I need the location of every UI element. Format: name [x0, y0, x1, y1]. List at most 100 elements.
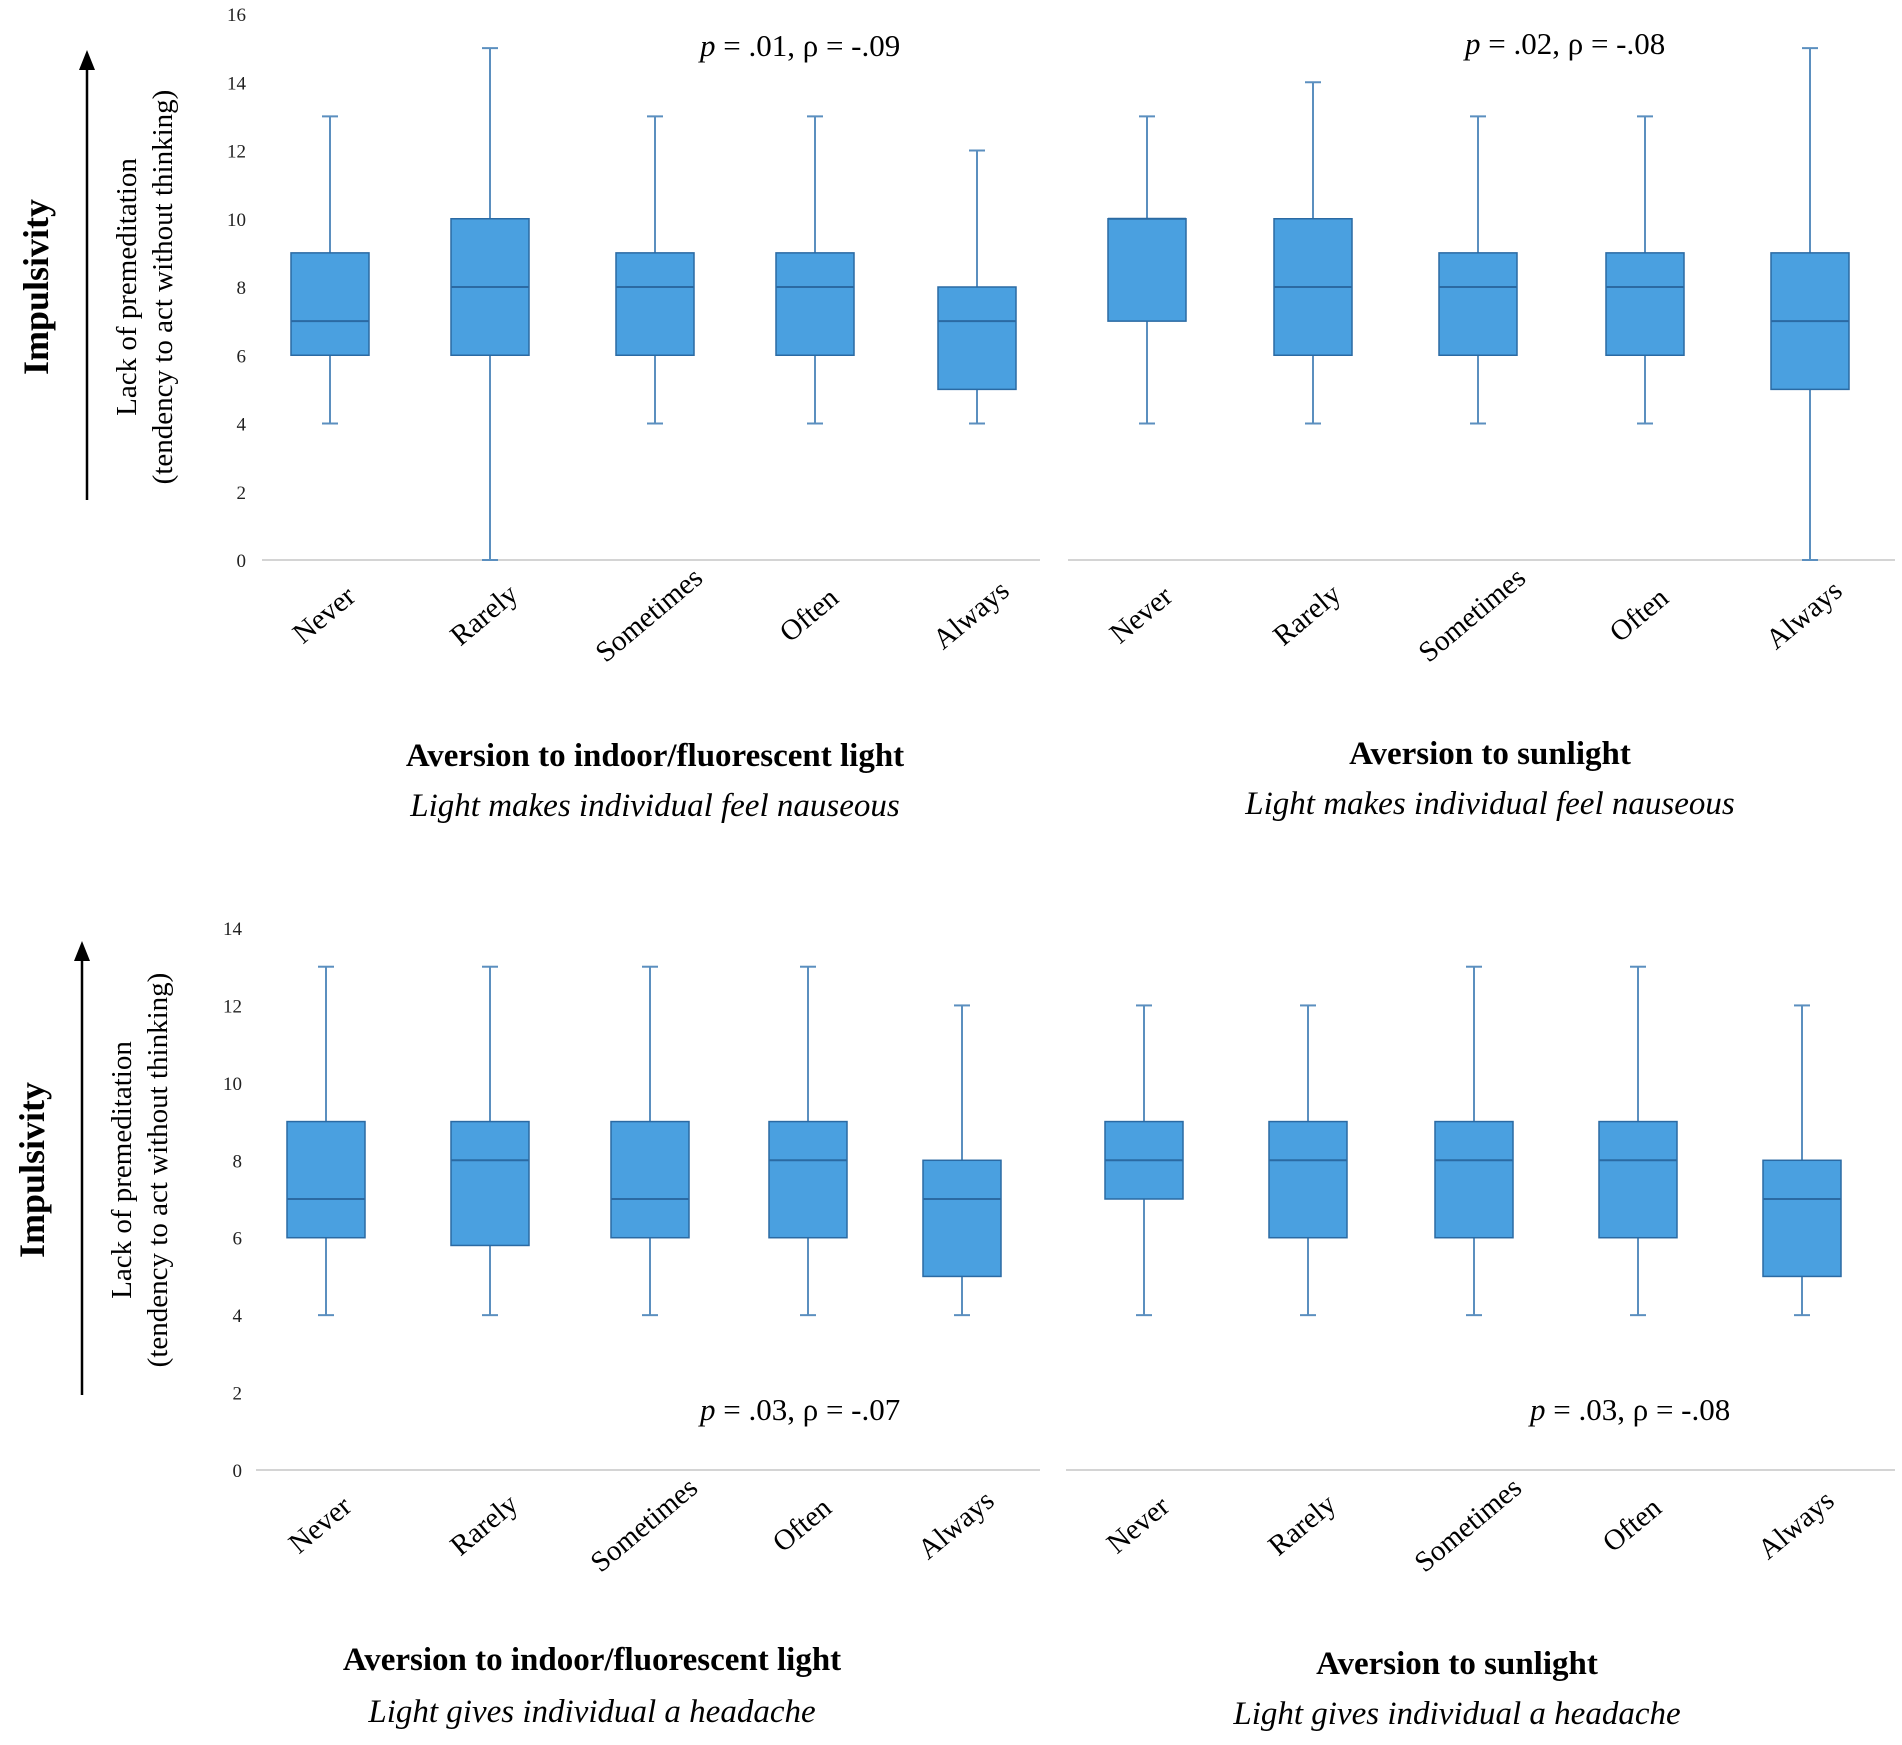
category-label: Never — [287, 580, 362, 650]
box-sometimes — [1438, 115, 1518, 425]
top-ylabel-line2: (tendency to act without thinking) — [147, 90, 179, 485]
iqr-box — [937, 286, 1017, 391]
iqr-box — [1598, 1120, 1678, 1239]
panel-subtitle: Light makes individual feel nauseous — [1244, 786, 1734, 822]
y-tick-label: 8 — [237, 278, 247, 299]
y-tick-label: 2 — [237, 483, 247, 504]
category-label: Rarely — [1262, 1488, 1342, 1563]
stat-values: = .03, ρ = -.07 — [716, 1392, 901, 1427]
box-sometimes — [1434, 965, 1514, 1317]
y-tick-label: 12 — [227, 142, 246, 163]
panel-top-left: 0 2 4 6 8 10 12 14 16 Never Rarely Sometimes Often Al… — [227, 5, 1040, 824]
box-never — [1107, 115, 1187, 425]
y-tick-label: 2 — [233, 1384, 243, 1405]
category-label: Always — [927, 574, 1015, 655]
bottom-impulsivity-label: Impulsivity — [12, 1082, 52, 1258]
category-label: Sometimes — [585, 1471, 704, 1578]
iqr-box — [1438, 252, 1518, 356]
category-label: Never — [1104, 580, 1179, 650]
y-tick-label: 4 — [233, 1306, 243, 1327]
y-tick-label: 10 — [227, 210, 246, 231]
category-label: Often — [1597, 1491, 1669, 1558]
box-never — [286, 965, 366, 1317]
stat-values: = .03, ρ = -.08 — [1546, 1392, 1731, 1427]
box-always — [937, 149, 1017, 425]
stat-annotation: p = .03, ρ = -.07 — [698, 1392, 900, 1427]
y-tick-label: 6 — [237, 346, 247, 367]
box-often — [1598, 965, 1678, 1317]
iqr-box — [450, 1120, 530, 1247]
y-tick-label: 14 — [227, 73, 247, 94]
stat-p-symbol: p — [1463, 26, 1481, 61]
box-always — [1770, 47, 1850, 561]
box-rarely — [1273, 81, 1353, 425]
y-tick-label: 0 — [233, 1461, 243, 1482]
iqr-box — [1268, 1120, 1348, 1239]
y-tick-label: 0 — [237, 551, 247, 572]
iqr-box — [610, 1120, 690, 1239]
stat-values: = .02, ρ = -.08 — [1481, 26, 1666, 61]
panel-title: Aversion to sunlight — [1316, 1646, 1598, 1682]
stat-annotation: p = .02, ρ = -.08 — [1463, 26, 1665, 61]
stat-p-symbol: p — [698, 1392, 716, 1427]
box-always — [1762, 1004, 1842, 1317]
panel-bottom-right: Never Rarely Sometimes Often Always p = .03, … — [1066, 965, 1895, 1732]
iqr-box — [615, 252, 695, 356]
category-label: Always — [1760, 574, 1848, 655]
category-label: Always — [912, 1484, 1000, 1565]
box-always — [922, 1004, 1002, 1317]
iqr-box — [922, 1159, 1002, 1278]
y-tick-label: 4 — [237, 415, 247, 436]
category-label: Often — [1604, 581, 1676, 648]
stat-p-symbol: p — [698, 28, 716, 63]
top-ylabel-line1: Lack of premeditation — [111, 158, 143, 416]
box-rarely — [450, 965, 530, 1317]
box-never — [1104, 1004, 1184, 1317]
bottom-impulsivity-arrowhead — [74, 941, 90, 961]
top-impulsivity-label: Impulsivity — [16, 199, 56, 375]
iqr-box — [1605, 252, 1685, 356]
iqr-box — [1434, 1120, 1514, 1239]
category-label: Never — [1101, 1490, 1176, 1560]
panel-subtitle: Light gives individual a headache — [367, 1694, 815, 1730]
category-label: Never — [283, 1490, 358, 1560]
category-label: Sometimes — [1413, 561, 1532, 668]
box-sometimes — [610, 965, 690, 1317]
iqr-box — [1107, 218, 1187, 322]
iqr-box — [290, 252, 370, 356]
iqr-box — [286, 1120, 366, 1239]
box-often — [1605, 115, 1685, 425]
bottom-ylabel-line1: Lack of premeditation — [106, 1041, 138, 1299]
box-often — [775, 115, 855, 425]
category-label: Rarely — [444, 1488, 524, 1563]
iqr-box — [1762, 1159, 1842, 1278]
y-tick-label: 16 — [227, 5, 246, 26]
y-tick-label: 14 — [223, 919, 243, 940]
panel-title: Aversion to indoor/fluorescent light — [343, 1642, 841, 1678]
stat-values: = .01, ρ = -.09 — [716, 28, 901, 63]
box-often — [768, 965, 848, 1317]
bottom-ylabel-line2: (tendency to act without thinking) — [142, 973, 174, 1368]
stat-p-symbol: p — [1528, 1392, 1546, 1427]
box-rarely — [1268, 1004, 1348, 1317]
category-label: Rarely — [1267, 578, 1347, 653]
category-label: Always — [1752, 1484, 1840, 1565]
panel-bottom-left: 0 2 4 6 8 10 12 14 Never Rarely Sometimes Often Alwa… — [223, 919, 1040, 1730]
panel-title: Aversion to sunlight — [1349, 736, 1631, 772]
box-rarely — [450, 47, 530, 561]
category-label: Sometimes — [590, 561, 709, 668]
panel-title: Aversion to indoor/fluorescent light — [406, 738, 904, 774]
top-ylabel-group: Impulsivity Lack of premeditation (tende… — [16, 50, 179, 500]
category-label: Sometimes — [1409, 1471, 1528, 1578]
y-tick-label: 6 — [233, 1229, 243, 1250]
category-label: Often — [774, 581, 846, 648]
iqr-box — [775, 252, 855, 356]
stat-annotation: p = .01, ρ = -.09 — [698, 28, 900, 63]
y-tick-label: 12 — [223, 996, 242, 1017]
panel-subtitle: Light makes individual feel nauseous — [409, 788, 899, 824]
stat-annotation: p = .03, ρ = -.08 — [1528, 1392, 1730, 1427]
box-sometimes — [615, 115, 695, 425]
y-tick-label: 10 — [223, 1074, 242, 1095]
panel-subtitle: Light gives individual a headache — [1232, 1696, 1680, 1732]
